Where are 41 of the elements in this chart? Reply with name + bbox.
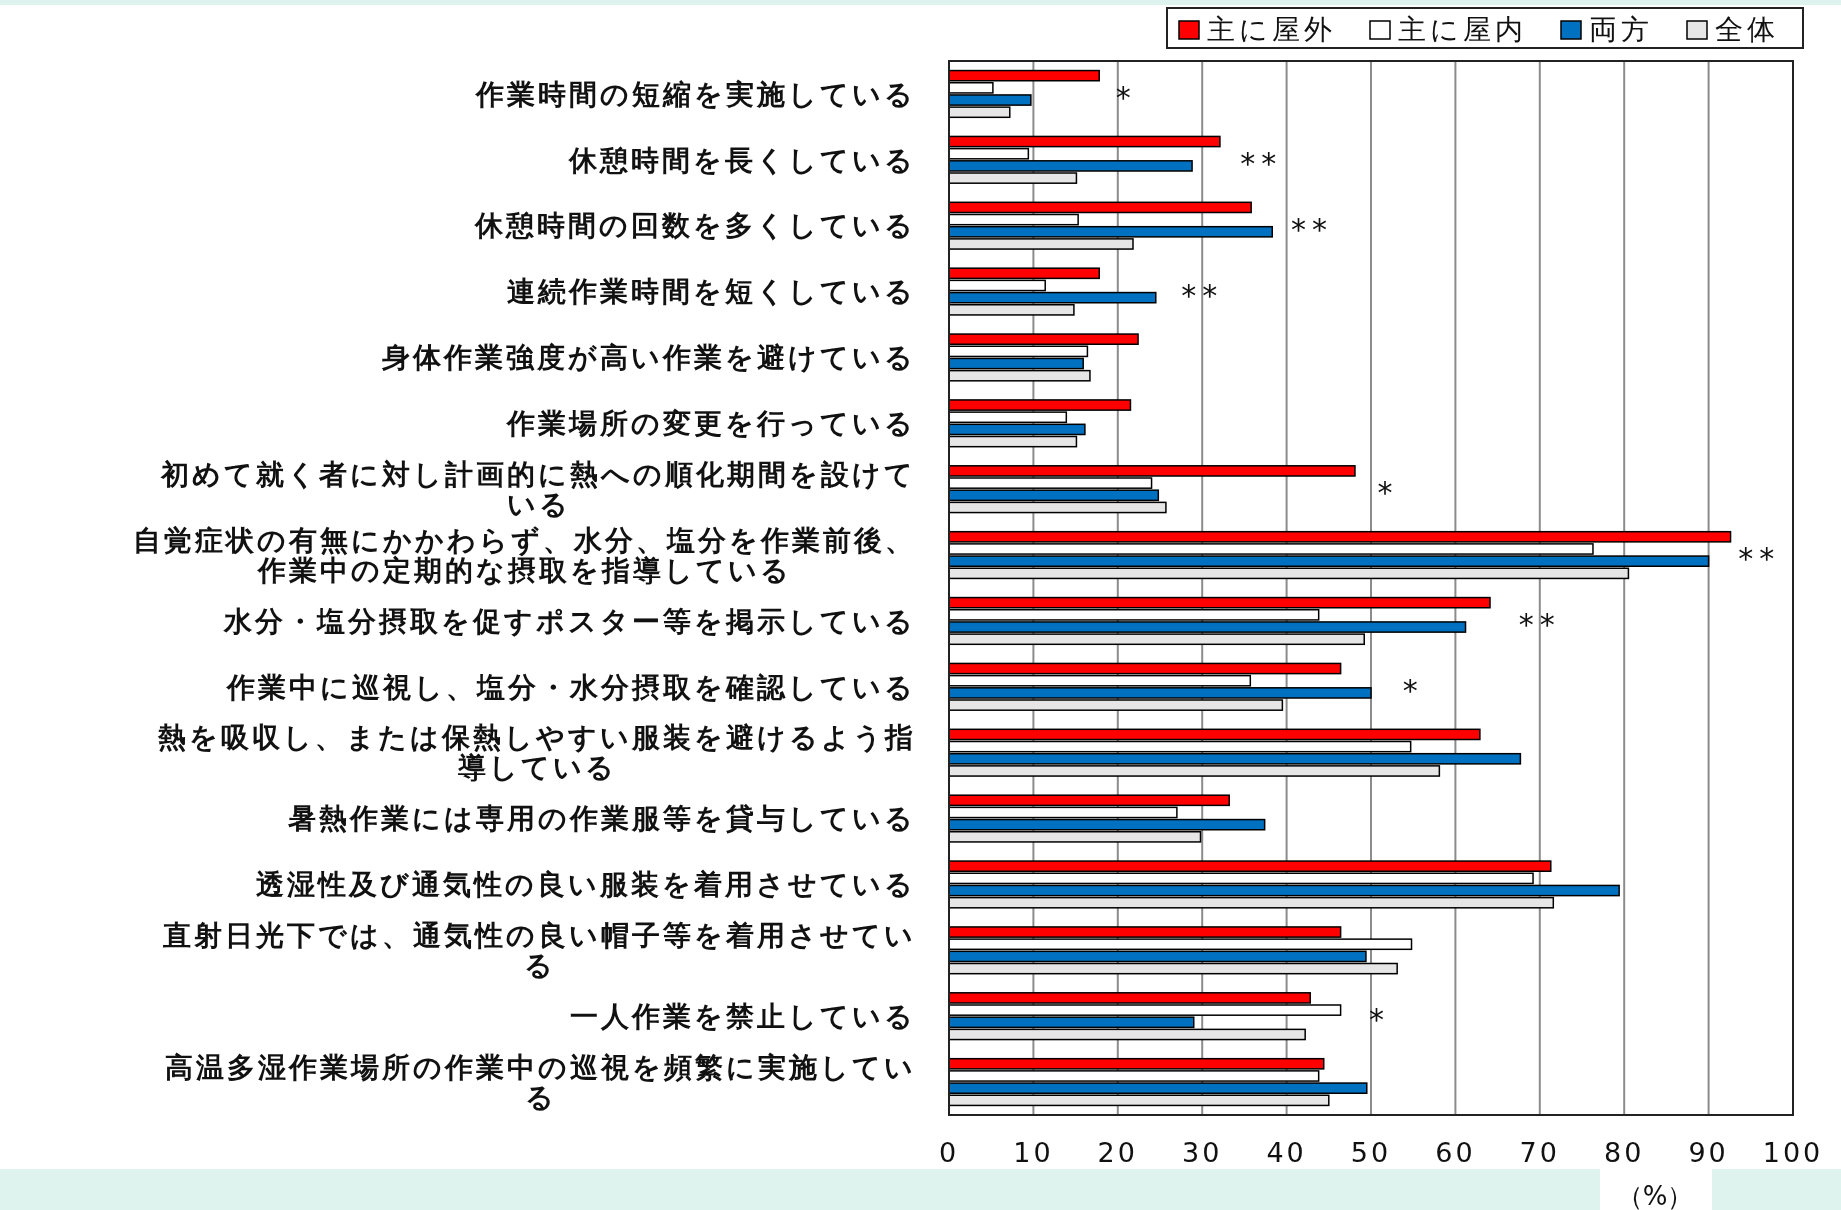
annotation: ** [1240,145,1283,181]
y-tick-label: 休憩時間の回数を多くしている [474,209,916,243]
legend-label: 主に屋内 [1398,13,1527,46]
annotation: * [1368,1002,1390,1038]
legend-label: 主に屋外 [1207,13,1336,46]
y-tick-label: 透湿性及び通気性の良い服装を着用させている [256,868,916,902]
x-tick-label: 50 [1350,1137,1392,1168]
annotation: ** [1290,211,1333,247]
x-tick-label: 60 [1435,1137,1476,1168]
y-tick-label: 休憩時間を長くしている [568,143,916,177]
y-tick-label: 高温多湿作業場所の作業中の巡視を頻繁に実施している [165,1050,916,1114]
x-tick-label: 100 [1762,1137,1824,1168]
x-tick-label: 30 [1182,1137,1223,1168]
annotation: * [1402,672,1424,708]
y-tick-label: 水分・塩分摂取を促すポスター等を掲示している [223,604,916,638]
x-tick-label: 20 [1097,1137,1138,1168]
y-tick-label: 熱を吸収し、または保熱しやすい服装を避けるよう指導している [157,721,916,785]
legend-label: 全体 [1715,13,1779,46]
x-tick-label: 70 [1519,1137,1560,1168]
y-tick-label: 身体作業強度が高い作業を避けている [381,341,916,375]
x-tick-label: 80 [1604,1137,1645,1168]
y-tick-label: 直射日光下では、通気性の良い帽子等を着用させている [162,919,916,983]
legend-label: 両方 [1589,13,1653,46]
annotation: * [1377,475,1399,511]
x-tick-label: 40 [1266,1137,1307,1168]
annotation: * [1115,79,1137,115]
annotation: ** [1518,606,1561,642]
y-tick-label: 作業中に巡視し、塩分・水分摂取を確認している [226,670,916,704]
x-axis-title: （%） [1616,1181,1694,1210]
y-tick-label: 作業場所の変更を行っている [506,407,916,441]
x-tick-label: 0 [938,1137,960,1168]
y-tick-label: 暑熱作業には専用の作業服等を貸与している [287,802,916,836]
y-tick-label: 自覚症状の有無にかかわらず、水分、塩分を作業前後、作業中の定期的な摂取を指導している [133,523,916,587]
y-tick-label: 連続作業時間を短くしている [507,275,916,309]
y-tick-label: 一人作業を禁止している [570,999,916,1033]
x-tick-label: 10 [1013,1137,1054,1168]
x-tick-label: 90 [1688,1137,1729,1168]
annotation: ** [1181,277,1224,313]
y-tick-label: 初めて就く者に対し計画的に熱への順化期間を設けている [160,457,916,521]
y-tick-label: 作業時間の短縮を実施している [475,77,916,111]
annotation: ** [1738,541,1781,577]
